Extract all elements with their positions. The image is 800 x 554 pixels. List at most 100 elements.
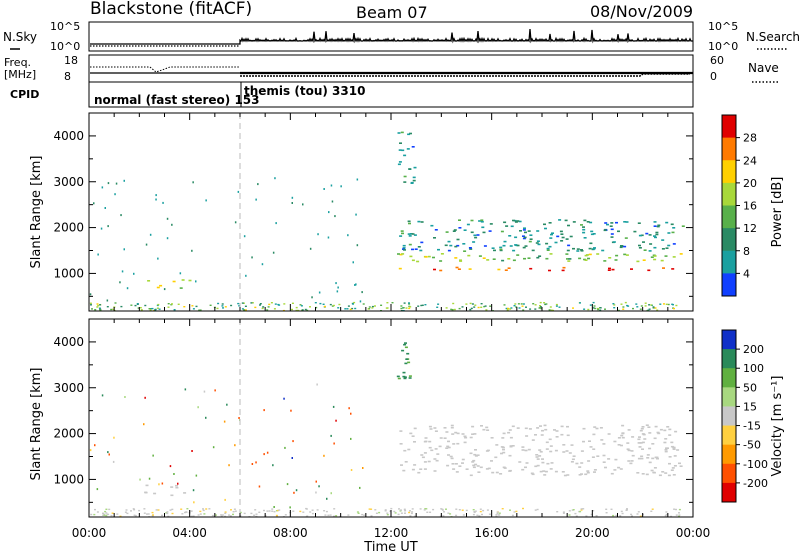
echo-cell [338,303,341,306]
echo-cell [261,263,264,266]
echo-cell [610,236,614,238]
echo-cell [500,446,504,448]
echo-cell [589,242,593,245]
echo-cell [617,230,620,233]
echo-cell [555,305,558,307]
echo-cell [531,473,535,476]
echo-cell [610,233,614,235]
echo-cell [640,455,644,458]
echo-cell [167,306,170,308]
echo-cell [637,457,641,460]
echo-cell [433,268,436,271]
echo-cell [641,426,645,428]
echo-cell [483,305,486,308]
echo-cell [191,305,194,307]
echo-cell [424,437,428,439]
echo-cell [509,245,513,247]
echo-cell [400,230,404,232]
echo-cell [482,509,485,512]
echo-cell [570,444,574,446]
echo-cell [393,510,396,513]
echo-cell [529,267,533,270]
echo-cell [428,446,432,449]
echo-cell [478,220,482,222]
echo-cell [476,454,480,456]
echo-cell [521,305,524,307]
echo-cell [133,272,135,275]
echo-cell [112,460,115,463]
echo-cell [624,237,628,239]
echo-cell [585,515,588,517]
echo-cell [107,451,109,454]
echo-cell [404,346,408,349]
nsky-strip: N.Sky 10^5 10^0 10^5 10^0 N.Search [3,20,800,53]
echo-cell [664,515,667,517]
echo-cell [555,303,558,306]
echo-cell [471,433,475,435]
echo-cell [664,450,668,453]
echo-cell [671,231,675,234]
echo-cell [241,302,244,304]
echo-cell [580,509,583,511]
velocity-colorbar-tick: -50 [743,439,761,452]
echo-cell [486,509,489,511]
echo-cell [505,307,508,310]
echo-cell [436,306,439,308]
echo-cell [447,240,451,243]
echo-cell [291,457,293,459]
echo-cell [424,440,428,443]
echo-cell [517,303,520,305]
echo-cell [469,308,472,311]
echo-cell [137,307,140,309]
echo-cell [154,309,157,311]
echo-cell [495,471,499,474]
echo-cell [190,515,193,517]
echo-cell [494,456,498,459]
freq-strip: Freq. [MHz] 18 8 60 0 Nave [4,54,779,83]
echo-cell [292,440,294,443]
echo-cell [637,438,641,441]
echo-cell [563,474,567,477]
echo-cell [216,307,219,310]
cpid-strip: CPID normal (fast stereo) 153 themis (to… [10,81,694,108]
echo-cell [340,185,342,188]
echo-cell [675,514,678,516]
echo-cell [629,462,633,465]
echo-cell [536,256,540,259]
echo-cell [468,268,472,270]
echo-cell [349,308,352,311]
echo-cell [329,514,332,516]
echo-cell [653,437,657,440]
echo-cell [258,511,261,513]
xtick-label: 00:00 [72,526,107,540]
echo-cell [102,514,105,516]
echo-cell [459,260,463,262]
echo-cell [472,459,476,462]
echo-cell [582,440,585,443]
echo-cell [398,267,402,270]
echo-cell [470,231,474,234]
echo-cell [224,498,226,501]
echo-cell [474,449,477,451]
echo-cell [328,211,330,214]
echo-cell [124,396,126,398]
echo-cell [572,221,576,223]
echo-cell [480,219,484,221]
echo-cell [104,207,106,209]
echo-cell [232,513,234,516]
echo-cell [564,219,568,222]
echo-cell [362,303,365,305]
echo-cell [375,512,378,514]
echo-cell [480,306,483,308]
echo-cell [523,236,527,239]
echo-cell [323,305,326,308]
echo-cell [411,233,415,235]
echo-cell [106,299,109,302]
echo-cell [337,307,340,309]
echo-cell [454,245,458,248]
echo-cell [593,426,597,428]
echo-cell [133,509,136,511]
echo-cell [148,308,151,310]
echo-cell [621,512,624,515]
echo-cell [536,508,539,511]
